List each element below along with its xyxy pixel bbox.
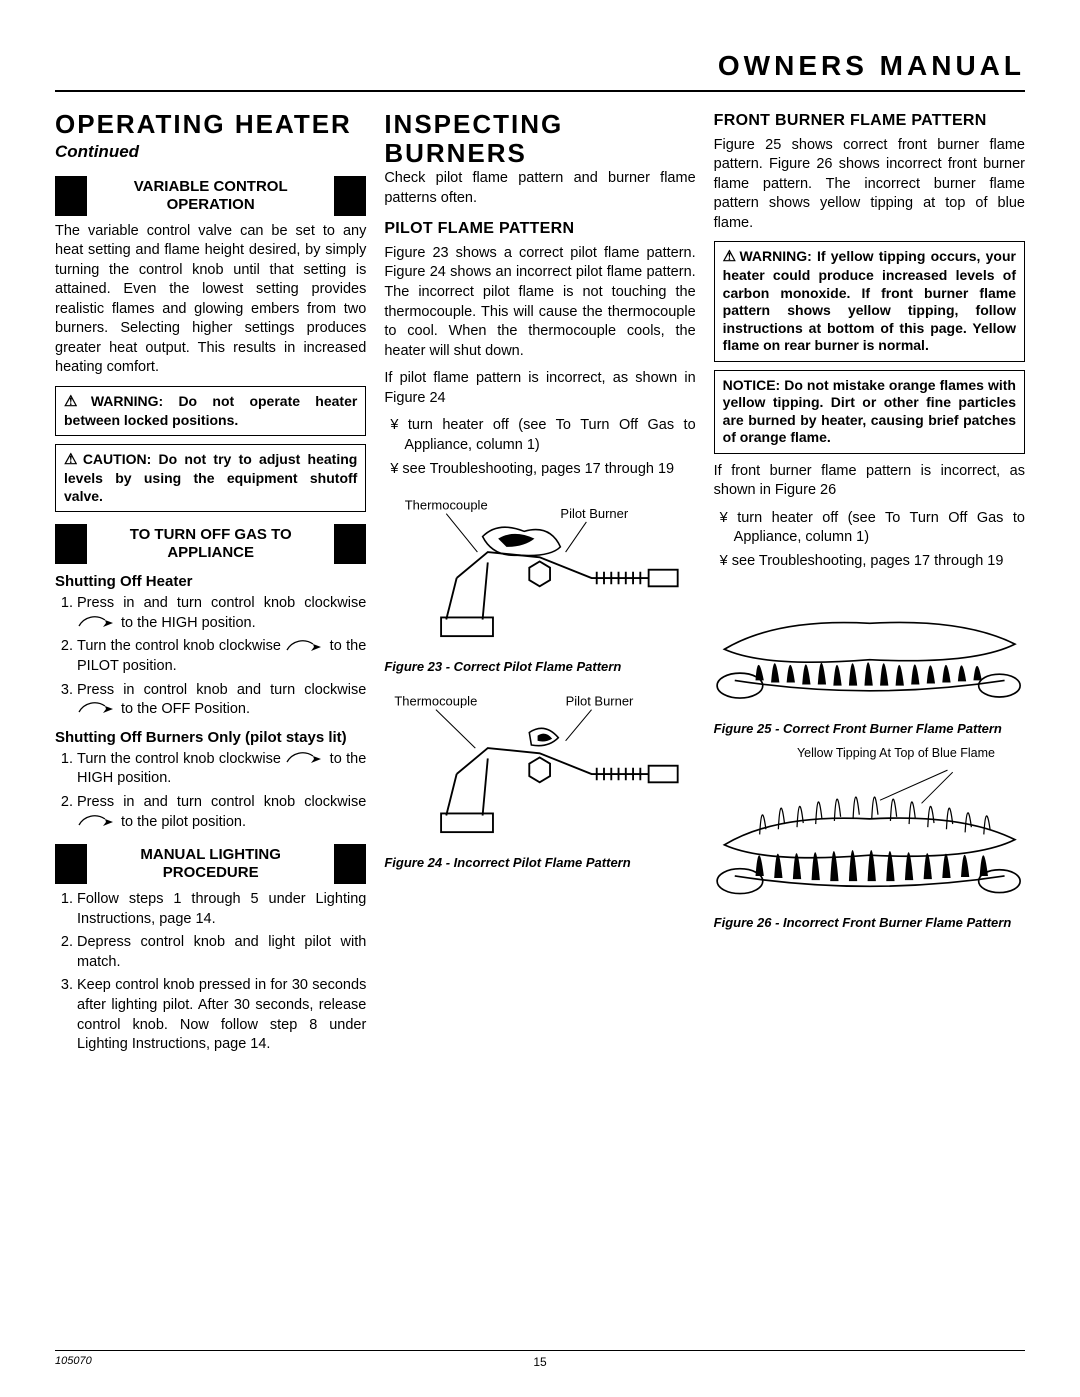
pilot-pattern-para: Figure 23 shows a correct pilot flame pa… bbox=[384, 244, 695, 361]
list-item: turn heater off (see To Turn Off Gas to … bbox=[720, 509, 1025, 548]
content-columns: OPERATING HEATER Continued VARIABLE CONT… bbox=[55, 110, 1025, 1063]
pilot-incorrect-para: If pilot flame pattern is incorrect, as … bbox=[384, 369, 695, 408]
shutting-off-heater-head: Shutting Off Heater bbox=[55, 572, 366, 592]
front-incorrect-steps: turn heater off (see To Turn Off Gas to … bbox=[714, 509, 1025, 572]
clockwise-arrow-icon bbox=[77, 815, 117, 829]
clockwise-arrow-icon bbox=[285, 640, 325, 654]
pilot-burner-label: Pilot Burner bbox=[566, 693, 634, 708]
band-bar-right bbox=[334, 844, 366, 884]
caution-shutoff-valve: ⚠CAUTION: Do not try to adjust heating l… bbox=[55, 444, 366, 512]
list-item: see Troubleshooting, pages 17 through 19 bbox=[720, 552, 1025, 572]
thermocouple-label: Thermocouple bbox=[395, 693, 478, 708]
pilot-incorrect-steps: turn heater off (see To Turn Off Gas to … bbox=[384, 416, 695, 479]
notice-orange-flames: NOTICE: Do not mistake orange flames wit… bbox=[714, 370, 1025, 454]
continued-label: Continued bbox=[55, 141, 366, 164]
warning-icon: ⚠ bbox=[64, 451, 81, 468]
page-header: OWNERS MANUAL bbox=[55, 50, 1025, 92]
warning-icon: ⚠ bbox=[64, 393, 89, 410]
band-text: TO TURN OFF GAS TO APPLIANCE bbox=[87, 524, 334, 564]
list-item: Turn the control knob clockwise to the H… bbox=[77, 750, 366, 789]
list-item: Follow steps 1 through 5 under Lighting … bbox=[77, 890, 366, 929]
band-text: MANUAL LIGHTING PROCEDURE bbox=[87, 844, 334, 884]
figure-23-correct-pilot: Thermocouple Pilot Burner bbox=[384, 495, 695, 651]
shutting-off-heater-list: Press in and turn control knob clockwise… bbox=[55, 594, 366, 719]
yellow-tipping-label: Yellow Tipping At Top of Blue Flame bbox=[714, 746, 1025, 760]
figure-26-caption: Figure 26 - Incorrect Front Burner Flame… bbox=[714, 915, 1025, 931]
clockwise-arrow-icon bbox=[285, 752, 325, 766]
clockwise-arrow-icon bbox=[77, 702, 117, 716]
list-item: Keep control knob pressed in for 30 seco… bbox=[77, 976, 366, 1054]
band-bar-right bbox=[334, 176, 366, 216]
band-bar-left bbox=[55, 524, 87, 564]
column-1: OPERATING HEATER Continued VARIABLE CONT… bbox=[55, 110, 366, 1063]
warning-text: WARNING: If yellow tipping occurs, your … bbox=[723, 248, 1016, 353]
pilot-flame-pattern-head: PILOT FLAME PATTERN bbox=[384, 218, 695, 240]
doc-number: 105070 bbox=[55, 1355, 92, 1367]
manual-lighting-list: Follow steps 1 through 5 under Lighting … bbox=[55, 890, 366, 1055]
column-2: INSPECTING BURNERS Check pilot flame pat… bbox=[384, 110, 695, 1063]
list-item: Press in and turn control knob clockwise… bbox=[77, 594, 366, 633]
list-item: Press in and turn control knob clockwise… bbox=[77, 793, 366, 832]
figure-24-caption: Figure 24 - Incorrect Pilot Flame Patter… bbox=[384, 855, 695, 871]
band-bar-left bbox=[55, 176, 87, 216]
warning-text: WARNING: Do not operate heater between l… bbox=[64, 393, 357, 428]
inspecting-burners-title: INSPECTING BURNERS bbox=[384, 110, 695, 167]
figure-23-caption: Figure 23 - Correct Pilot Flame Pattern bbox=[384, 659, 695, 675]
caution-text: CAUTION: Do not try to adjust heating le… bbox=[64, 451, 357, 503]
thermocouple-label: Thermocouple bbox=[405, 498, 488, 513]
list-item: Turn the control knob clockwise to the P… bbox=[77, 637, 366, 676]
band-bar-right bbox=[334, 524, 366, 564]
figure-26-incorrect-front-burner bbox=[714, 767, 1025, 907]
operating-heater-title: OPERATING HEATER bbox=[55, 110, 366, 139]
list-item: turn heater off (see To Turn Off Gas to … bbox=[390, 416, 695, 455]
page-number: 15 bbox=[533, 1355, 546, 1369]
notice-text: NOTICE: Do not mistake orange flames wit… bbox=[723, 377, 1016, 446]
turn-off-gas-heading: TO TURN OFF GAS TO APPLIANCE bbox=[55, 524, 366, 564]
page-footer: 105070 15 bbox=[55, 1350, 1025, 1367]
list-item: Depress control knob and light pilot wit… bbox=[77, 933, 366, 972]
variable-control-para: The variable control valve can be set to… bbox=[55, 222, 366, 379]
figure-25-correct-front-burner bbox=[714, 587, 1025, 712]
column-3: FRONT BURNER FLAME PATTERN Figure 25 sho… bbox=[714, 110, 1025, 1063]
manual-lighting-heading: MANUAL LIGHTING PROCEDURE bbox=[55, 844, 366, 884]
band-bar-left bbox=[55, 844, 87, 884]
shutting-off-burners-head: Shutting Off Burners Only (pilot stays l… bbox=[55, 728, 366, 748]
list-item: Press in control knob and turn clockwise… bbox=[77, 681, 366, 720]
front-burner-para: Figure 25 shows correct front burner fla… bbox=[714, 136, 1025, 234]
warning-locked-positions: ⚠WARNING: Do not operate heater between … bbox=[55, 386, 366, 436]
check-patterns-para: Check pilot flame pattern and burner fla… bbox=[384, 169, 695, 208]
variable-control-heading: VARIABLE CONTROL OPERATION bbox=[55, 176, 366, 216]
list-item: see Troubleshooting, pages 17 through 19 bbox=[390, 460, 695, 480]
figure-25-caption: Figure 25 - Correct Front Burner Flame P… bbox=[714, 721, 1025, 737]
figure-24-incorrect-pilot: Thermocouple Pilot Burner bbox=[384, 691, 695, 847]
warning-yellow-tipping: ⚠WARNING: If yellow tipping occurs, your… bbox=[714, 241, 1025, 361]
band-text: VARIABLE CONTROL OPERATION bbox=[87, 176, 334, 216]
clockwise-arrow-icon bbox=[77, 616, 117, 630]
warning-icon: ⚠ bbox=[723, 248, 738, 265]
pilot-burner-label: Pilot Burner bbox=[561, 506, 629, 521]
front-incorrect-para: If front burner flame pattern is incorre… bbox=[714, 462, 1025, 501]
shutting-off-burners-list: Turn the control knob clockwise to the H… bbox=[55, 750, 366, 832]
front-burner-flame-head: FRONT BURNER FLAME PATTERN bbox=[714, 110, 1025, 132]
